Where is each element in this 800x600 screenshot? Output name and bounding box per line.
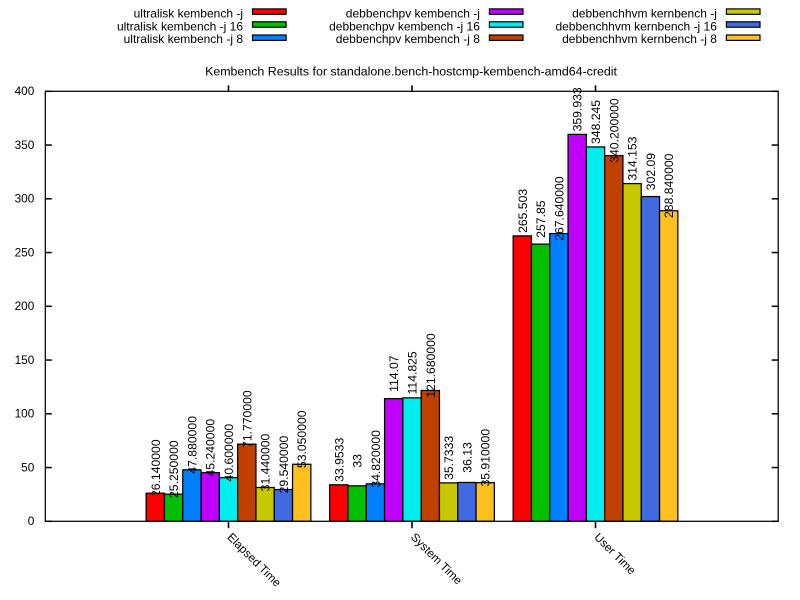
- svg-text:300: 300: [15, 192, 35, 206]
- svg-text:Kembench Results for standalon: Kembench Results for standalone.bench-ho…: [205, 64, 617, 78]
- svg-text:114.825: 114.825: [405, 351, 419, 394]
- svg-text:26.140000: 26.140000: [149, 439, 163, 497]
- svg-text:121.680000: 121.680000: [424, 333, 438, 398]
- svg-text:100: 100: [15, 407, 35, 421]
- svg-text:50: 50: [21, 460, 35, 474]
- svg-text:33: 33: [351, 454, 365, 468]
- svg-text:250: 250: [15, 245, 35, 259]
- svg-text:359.933: 359.933: [571, 87, 585, 131]
- svg-text:34.820000: 34.820000: [369, 430, 383, 488]
- svg-text:45.240000: 45.240000: [204, 419, 218, 477]
- svg-text:29.540000: 29.540000: [277, 436, 291, 494]
- svg-text:340.200000: 340.200000: [607, 98, 621, 163]
- svg-text:302.09: 302.09: [644, 153, 658, 190]
- svg-text:debbenchpv kembench -j 8: debbenchpv kembench -j 8: [336, 32, 480, 46]
- svg-text:314.153: 314.153: [626, 136, 640, 180]
- svg-text:36.13: 36.13: [460, 442, 474, 473]
- svg-text:267.640000: 267.640000: [552, 176, 566, 241]
- svg-text:debbenchhvm kernbench -j: debbenchhvm kernbench -j: [572, 6, 717, 20]
- svg-text:ultralisk kembench -j 16: ultralisk kembench -j 16: [117, 19, 243, 33]
- svg-text:47.880000: 47.880000: [185, 416, 199, 474]
- svg-text:400: 400: [15, 84, 35, 98]
- svg-text:0: 0: [28, 514, 35, 528]
- svg-text:33.9533: 33.9533: [332, 438, 346, 482]
- svg-text:35.7333: 35.7333: [442, 436, 456, 480]
- svg-text:debbenchpv kembench -j 16: debbenchpv kembench -j 16: [329, 19, 480, 33]
- svg-text:257.85: 257.85: [534, 200, 548, 237]
- svg-text:25.250000: 25.250000: [167, 440, 181, 498]
- svg-text:35.910000: 35.910000: [479, 429, 493, 487]
- svg-text:debbenchhvm kernbench -j 16: debbenchhvm kernbench -j 16: [555, 19, 717, 33]
- svg-text:265.503: 265.503: [516, 189, 530, 233]
- svg-text:debbenchpv kembench -j: debbenchpv kembench -j: [346, 6, 480, 20]
- svg-text:288.840000: 288.840000: [662, 153, 676, 218]
- svg-text:ultralisk kembench -j 8: ultralisk kembench -j 8: [124, 32, 244, 46]
- svg-text:114.07: 114.07: [387, 355, 401, 392]
- svg-text:150: 150: [15, 353, 35, 367]
- svg-text:40.600000: 40.600000: [222, 424, 236, 482]
- svg-text:71.770000: 71.770000: [240, 390, 254, 448]
- svg-text:31.440000: 31.440000: [259, 433, 273, 491]
- svg-text:350: 350: [15, 138, 35, 152]
- svg-text:200: 200: [15, 299, 35, 313]
- svg-text:348.245: 348.245: [589, 100, 603, 144]
- svg-text:53.050000: 53.050000: [295, 410, 309, 468]
- svg-text:ultralisk kembench -j: ultralisk kembench -j: [134, 6, 243, 20]
- svg-text:debbenchhvm kernbench -j 8: debbenchhvm kernbench -j 8: [562, 32, 717, 46]
